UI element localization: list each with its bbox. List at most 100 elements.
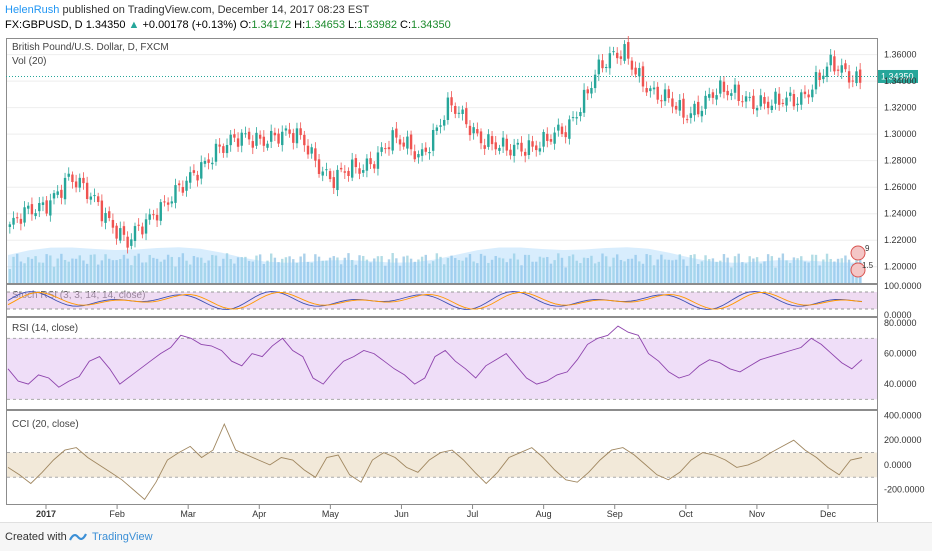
candle-body-103 [387,147,391,150]
volume-bar-184 [685,265,689,283]
candle-body-31 [122,226,126,235]
volume-bar-5 [27,257,30,283]
candle-body-25 [100,200,104,222]
volume-bar-49 [189,264,192,283]
up-arrow-icon: ▲ [128,19,140,31]
candle-body-0 [8,224,12,227]
author-link[interactable]: HelenRush [5,4,60,16]
volume-bar-9 [41,262,45,283]
volume-bar-129 [483,255,486,283]
candle-body-171 [638,68,641,77]
candle-body-85 [321,171,324,176]
volume-bar-59 [225,253,229,283]
candle-body-51 [196,174,199,181]
candle-body-139 [520,142,523,152]
volume-bar-101 [380,256,383,283]
chart-header: HelenRush published on TradingView.com, … [0,0,932,36]
volume-bar-213 [792,257,796,283]
candle-body-213 [792,94,796,107]
candle-body-28 [111,219,115,228]
candle-body-231 [858,69,862,83]
candle-body-146 [546,133,549,141]
volume-bar-109 [409,258,413,283]
volume-bar-144 [538,256,542,283]
volume-markers[interactable]: 9 1.5 [850,244,874,278]
volume-bar-25 [100,260,104,283]
candle-body-126 [472,127,475,134]
volume-bar-176 [656,259,659,283]
tradingview-link[interactable]: TradingView [92,531,153,543]
close-label: C: [400,19,412,31]
volume-bar-66 [251,261,254,283]
volume-bar-218 [811,254,814,283]
candle-body-19 [78,177,81,188]
volume-bar-1 [12,256,15,283]
volume-bar-48 [185,260,188,283]
volume-bar-118 [443,264,446,283]
volume-bar-143 [535,261,538,283]
candle-body-62 [236,138,240,147]
candle-body-211 [785,97,788,106]
published-text: published on TradingView.com, December 1… [62,4,370,16]
candle-body-101 [380,147,383,152]
volume-bar-178 [663,259,667,283]
volume-bar-226 [840,258,843,283]
candle-body-3 [19,218,23,224]
candle-body-10 [45,200,48,214]
volume-bar-175 [652,265,656,283]
low-value: 1.33982 [357,19,397,31]
volume-bar-23 [93,254,96,283]
volume-bar-220 [818,265,821,283]
candle-body-133 [498,147,501,151]
candle-body-197 [733,84,737,93]
volume-bar-147 [549,263,553,283]
volume-bar-61 [233,263,236,283]
candle-body-185 [689,113,693,118]
volume-bar-204 [759,263,762,283]
candle-body-64 [244,133,247,135]
volume-marker-2[interactable] [850,262,866,278]
candle-body-127 [476,129,479,134]
candle-body-27 [108,211,111,219]
volume-bar-208 [774,267,777,283]
volume-bar-10 [45,254,48,283]
volume-marker-1[interactable] [850,245,866,261]
time-tick-label-1: Feb [109,509,125,519]
candle-body-111 [417,154,420,158]
volume-bar-62 [236,257,240,283]
volume-marker-2-text: 1.5 [862,261,874,270]
volume-bar-77 [292,259,295,283]
volume-bar-159 [593,263,597,283]
high-label: H: [294,19,306,31]
candle-body-141 [527,140,531,156]
candle-body-203 [755,107,759,111]
candle-body-193 [719,80,722,94]
cci-title: CCI (20, close) [12,419,79,430]
candle-body-209 [777,93,781,105]
candle-body-122 [457,112,461,114]
volume-bar-111 [417,259,420,283]
candle-body-179 [667,89,670,99]
price-tick-label-8: 1.20000 [884,262,917,272]
chart-area[interactable]: 1.34350 1.36000 1.34000 1.32000 1.30000 1.28… [0,36,932,522]
candle-body-84 [317,159,321,175]
volume-bar-195 [726,257,729,283]
volume-bar-222 [825,253,829,283]
volume-bar-46 [177,257,181,283]
candle-body-14 [60,189,63,198]
volume-bar-132 [494,256,497,283]
volume-bar-166 [619,259,623,283]
volume-bar-169 [630,258,634,283]
volume-bar-42 [163,259,166,283]
volume-bar-97 [365,259,369,283]
volume-bar-189 [704,255,707,283]
volume-bar-141 [527,254,531,283]
volume-bar-215 [800,256,803,283]
candle-body-173 [645,87,648,93]
price-tick-label-6: 1.24000 [884,209,917,219]
candle-body-145 [542,131,545,147]
volume-bar-156 [582,257,586,283]
volume-bar-153 [571,254,575,283]
rsi-title: RSI (14, close) [12,323,78,334]
volume-bar-224 [833,261,836,283]
